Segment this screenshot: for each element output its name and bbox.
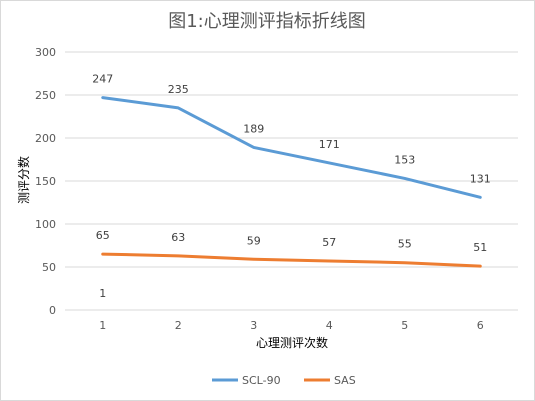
y-tick-label: 200: [35, 132, 56, 145]
y-tick-label: 250: [35, 89, 56, 102]
y-axis-title: 测评分数: [16, 156, 31, 204]
data-label: 63: [171, 231, 185, 244]
x-tick-label: 2: [175, 319, 182, 332]
data-labels: 247 235 189 171 153 131 65 63 59 57 55 51: [92, 73, 491, 255]
data-label: 51: [473, 241, 487, 254]
y-tick-label: 100: [35, 218, 56, 231]
x-tick-label: 6: [477, 319, 484, 332]
legend: SCL-90 SAS: [212, 374, 356, 387]
data-label: 189: [243, 122, 264, 135]
data-label: 65: [96, 229, 110, 242]
legend-label: SAS: [334, 374, 356, 387]
series-lines: [101, 96, 482, 268]
y-tick-label: 0: [49, 304, 56, 317]
x-tick-labels: 1 2 3 4 5 6: [99, 319, 484, 332]
series-line-sas: [101, 252, 482, 268]
data-label: 55: [398, 238, 412, 251]
data-label: 131: [470, 172, 491, 185]
data-label: 171: [319, 138, 340, 151]
y-tick-label: 50: [42, 261, 56, 274]
data-label: 59: [247, 234, 261, 247]
annotation-label: 1: [99, 287, 106, 300]
y-tick-label: 150: [35, 175, 56, 188]
x-axis-title: 心理测评次数: [256, 335, 328, 350]
y-tick-labels: 0 50 100 150 200 250 300: [35, 46, 56, 317]
x-tick-label: 4: [326, 319, 333, 332]
gridlines: [65, 51, 518, 311]
chart-title: 图1:心理测评指标折线图: [168, 11, 366, 32]
legend-label: SCL-90: [242, 374, 281, 387]
x-tick-label: 3: [250, 319, 257, 332]
data-label: 247: [92, 73, 113, 86]
annotations: 1: [99, 287, 106, 300]
x-tick-label: 5: [401, 319, 408, 332]
x-tick-label: 1: [99, 319, 106, 332]
series-line-scl-90: [101, 96, 482, 199]
data-label: 235: [168, 83, 189, 96]
y-tick-label: 300: [35, 46, 56, 59]
data-label: 153: [394, 153, 415, 166]
data-label: 57: [322, 236, 336, 249]
